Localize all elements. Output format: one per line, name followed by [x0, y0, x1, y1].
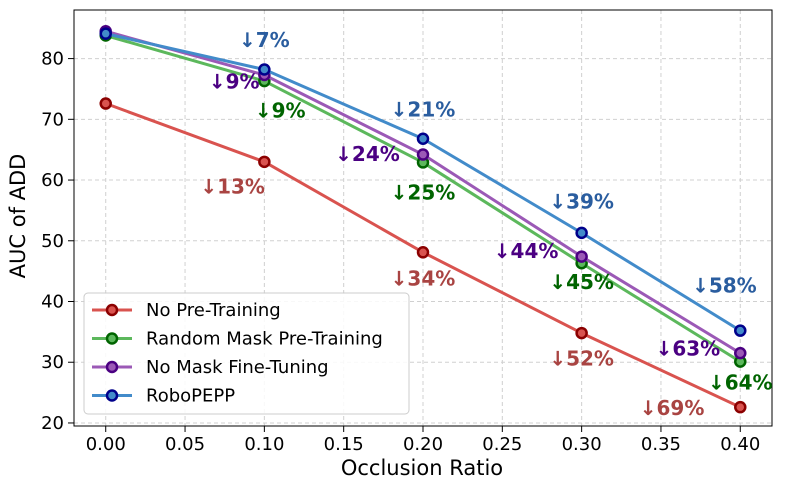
legend-marker: [105, 389, 119, 402]
annotation-label: ↓21%: [391, 97, 456, 121]
x-tick-label: 0.10: [244, 434, 284, 455]
data-point: [575, 326, 588, 340]
legend-entry: RoboPEPP: [146, 386, 235, 407]
legend-box: [83, 292, 410, 415]
legend-entry: No Pre-Training: [146, 300, 281, 321]
data-point: [416, 148, 430, 161]
y-axis-label: AUC of ADD: [6, 154, 30, 279]
y-tick-label: 60: [41, 170, 64, 191]
legend-marker: [105, 303, 119, 317]
annotation-label: ↓34%: [391, 267, 456, 291]
annotation-label: ↓24%: [335, 142, 400, 166]
annotation-label: ↓9%: [209, 69, 260, 93]
y-tick-label: 20: [41, 413, 64, 434]
y-tick-label: 50: [41, 231, 64, 252]
x-tick-label: 0.40: [720, 434, 760, 455]
plot-frame: [73, 9, 773, 427]
y-tick-label: 40: [41, 292, 64, 313]
data-point: [734, 324, 747, 337]
y-tick-label: 30: [41, 352, 64, 373]
x-tick-label: 0.35: [641, 434, 681, 455]
data-point: [575, 250, 588, 263]
annotation-label: ↓69%: [640, 396, 705, 420]
series-lines: [99, 25, 747, 414]
data-point: [99, 27, 112, 40]
annotation-label: ↓52%: [549, 346, 614, 370]
annotation-label: ↓64%: [708, 371, 773, 395]
annotation-label: ↓7%: [239, 28, 290, 52]
x-tick-label: 0.15: [324, 434, 364, 455]
legend-entry: Random Mask Pre-Training: [146, 329, 383, 350]
annotation-label: ↓58%: [692, 273, 757, 297]
annotation-label: ↓45%: [549, 270, 614, 294]
data-point: [258, 63, 271, 76]
x-tick-label: 0.00: [86, 434, 126, 455]
data-point: [258, 155, 271, 169]
x-tick-label: 0.30: [562, 434, 602, 455]
legend-entry: No Mask Fine-Tuning: [146, 357, 329, 378]
data-point: [416, 132, 430, 145]
x-tick-label: 0.25: [482, 434, 522, 455]
data-point: [734, 346, 747, 360]
y-tick-label: 80: [41, 49, 64, 70]
data-point: [734, 400, 747, 414]
annotation-label: ↓39%: [549, 190, 614, 214]
data-point: [99, 97, 112, 110]
x-axis-label: Occlusion Ratio: [341, 456, 503, 480]
annotation-label: ↓9%: [255, 98, 306, 122]
data-point: [575, 226, 588, 240]
annotation-label: ↓13%: [200, 174, 265, 198]
annotation-label: ↓63%: [656, 337, 721, 361]
data-point: [416, 246, 430, 259]
legend: No Pre-Training Random Mask Pre-Training N…: [83, 292, 410, 415]
axes: 0.00 0.05 0.10 0.15 0.20 0.25 0.30 0.35 0.40 20 30…: [41, 9, 773, 455]
x-tick-label: 0.05: [165, 434, 205, 455]
x-tick-label: 0.20: [403, 434, 443, 455]
y-tick-label: 70: [41, 109, 64, 130]
annotations: ↓13% ↓34% ↓52% ↓69% ↓9% ↓25% ↓45% ↓64% ↓9% ↓24% ↓4…: [200, 28, 772, 420]
legend-marker: [105, 332, 119, 345]
annotation-label: ↓25%: [391, 180, 456, 204]
legend-marker: [105, 360, 119, 374]
annotation-label: ↓44%: [494, 239, 559, 263]
